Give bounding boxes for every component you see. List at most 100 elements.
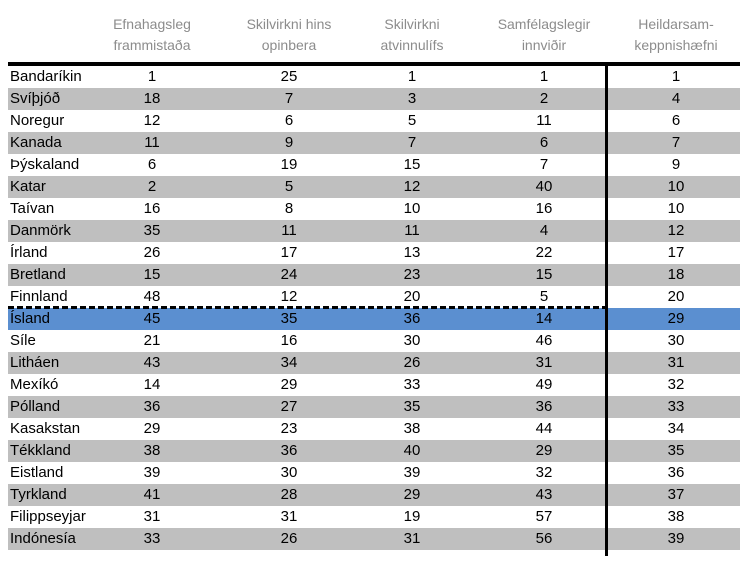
rank-cell: 6 bbox=[284, 112, 294, 129]
table-row: Svíþjóð 18 7 3 2 4 bbox=[8, 88, 740, 110]
rank-cell: 29 bbox=[535, 442, 553, 459]
rank-cell: 21 bbox=[143, 332, 161, 349]
rank-cell: 19 bbox=[280, 156, 298, 173]
rank-cell: 16 bbox=[535, 200, 553, 217]
overall-rank-cell: 10 bbox=[667, 178, 685, 195]
rank-cell: 43 bbox=[143, 354, 161, 371]
rank-cell: 13 bbox=[403, 244, 421, 261]
rank-cell: 23 bbox=[403, 266, 421, 283]
table-row: Danmörk 35 11 11 4 12 bbox=[8, 220, 740, 242]
country-name: Ísland bbox=[10, 310, 51, 327]
overall-rank-cell: 12 bbox=[667, 222, 685, 239]
rank-cell: 35 bbox=[143, 222, 161, 239]
overall-rank-cell: 32 bbox=[667, 376, 685, 393]
country-name: Bandaríkin bbox=[10, 68, 82, 85]
rank-cell: 12 bbox=[143, 112, 161, 129]
overall-rank-cell: 9 bbox=[671, 156, 681, 173]
rank-cell: 39 bbox=[403, 464, 421, 481]
rank-cell: 7 bbox=[407, 134, 417, 151]
country-name: Noregur bbox=[10, 112, 65, 129]
table-row: Bretland 15 24 23 15 18 bbox=[8, 264, 740, 286]
rank-cell: 1 bbox=[407, 68, 417, 85]
rank-cell: 11 bbox=[281, 222, 297, 239]
overall-rank-cell: 4 bbox=[671, 90, 681, 107]
rank-cell: 29 bbox=[143, 420, 161, 437]
rank-cell: 32 bbox=[535, 464, 553, 481]
rank-cell: 26 bbox=[143, 244, 161, 261]
rank-cell: 36 bbox=[403, 310, 421, 327]
rank-cell: 12 bbox=[403, 178, 421, 195]
rank-cell: 30 bbox=[280, 464, 298, 481]
rank-cell: 20 bbox=[403, 288, 421, 305]
rank-cell: 4 bbox=[539, 222, 549, 239]
country-name: Indónesía bbox=[10, 530, 76, 547]
header-economic-performance: Efnahagsleg frammistaða bbox=[113, 16, 191, 53]
overall-rank-cell: 39 bbox=[667, 530, 685, 547]
rank-cell: 33 bbox=[403, 376, 421, 393]
country-name: Bretland bbox=[10, 266, 66, 283]
rank-cell: 6 bbox=[539, 134, 549, 151]
table-row: Þýskaland 6 19 15 7 9 bbox=[8, 154, 740, 176]
rank-cell: 41 bbox=[143, 486, 161, 503]
rank-cell: 23 bbox=[280, 420, 298, 437]
overall-rank-cell: 10 bbox=[667, 200, 685, 217]
rank-cell: 2 bbox=[147, 178, 157, 195]
table-row: Síle 21 16 30 46 30 bbox=[8, 330, 740, 352]
rank-cell: 35 bbox=[280, 310, 298, 327]
rank-cell: 7 bbox=[284, 90, 294, 107]
rank-cell: 22 bbox=[535, 244, 553, 261]
rank-cell: 8 bbox=[284, 200, 294, 217]
rank-cell: 43 bbox=[535, 486, 553, 503]
rank-cell: 48 bbox=[143, 288, 161, 305]
rank-cell: 39 bbox=[143, 464, 161, 481]
rank-cell: 15 bbox=[143, 266, 161, 283]
rank-cell: 31 bbox=[280, 508, 298, 525]
header-government-efficiency: Skilvirkni hins opinbera bbox=[246, 16, 332, 53]
rank-cell: 36 bbox=[535, 398, 553, 415]
rank-cell: 38 bbox=[403, 420, 421, 437]
rank-cell: 5 bbox=[284, 178, 294, 195]
rank-cell: 17 bbox=[280, 244, 298, 261]
header-infrastructure: Samfélagslegir innviðir bbox=[497, 16, 591, 53]
country-name: Kasakstan bbox=[10, 420, 81, 437]
rank-cell: 14 bbox=[143, 376, 161, 393]
table-row: Filippseyjar 31 31 19 57 38 bbox=[8, 506, 740, 528]
country-name: Eistland bbox=[10, 464, 64, 481]
rank-cell: 36 bbox=[280, 442, 298, 459]
table-row: Taívan 16 8 10 16 10 bbox=[8, 198, 740, 220]
overall-rank-cell: 34 bbox=[667, 420, 685, 437]
dashed-separator-line bbox=[8, 306, 608, 309]
country-name: Írland bbox=[10, 244, 48, 261]
rank-cell: 49 bbox=[535, 376, 553, 393]
rank-cell: 5 bbox=[539, 288, 549, 305]
rank-cell: 56 bbox=[535, 530, 553, 547]
header-overall-competitiveness: Heildarsam- keppnishæfni bbox=[634, 16, 718, 53]
rank-cell: 7 bbox=[539, 156, 549, 173]
rank-cell: 31 bbox=[535, 354, 553, 371]
table-row: Katar 2 5 12 40 10 bbox=[8, 176, 740, 198]
rank-cell: 26 bbox=[280, 530, 298, 547]
rank-cell: 27 bbox=[280, 398, 298, 415]
rank-cell: 6 bbox=[147, 156, 157, 173]
overall-rank-cell: 29 bbox=[667, 310, 685, 327]
header-business-efficiency: Skilvirkni atvinnulífs bbox=[380, 16, 444, 53]
rank-cell: 1 bbox=[539, 68, 549, 85]
rank-cell: 14 bbox=[535, 310, 553, 327]
table-row: Finnland 48 12 20 5 20 bbox=[8, 286, 740, 308]
country-name: Taívan bbox=[10, 200, 55, 217]
rank-cell: 18 bbox=[143, 90, 161, 107]
rank-cell: 12 bbox=[280, 288, 298, 305]
table-row: Indónesía 33 26 31 56 39 bbox=[8, 528, 740, 550]
rank-cell: 31 bbox=[403, 530, 421, 547]
country-name: Tyrkland bbox=[10, 486, 67, 503]
table-row: Tékkland 38 36 40 29 35 bbox=[8, 440, 740, 462]
table-header: Efnahagsleg frammistaða Skilvirkni hins … bbox=[8, 10, 740, 66]
rank-cell: 29 bbox=[280, 376, 298, 393]
table-row: Pólland 36 27 35 36 33 bbox=[8, 396, 740, 418]
country-name: Filippseyjar bbox=[10, 508, 86, 525]
rank-cell: 5 bbox=[407, 112, 417, 129]
table-row: Bandaríkin 1 25 1 1 1 bbox=[8, 66, 740, 88]
table-row: Noregur 12 6 5 11 6 bbox=[8, 110, 740, 132]
overall-rank-cell: 30 bbox=[667, 332, 685, 349]
overall-rank-cell: 33 bbox=[667, 398, 685, 415]
